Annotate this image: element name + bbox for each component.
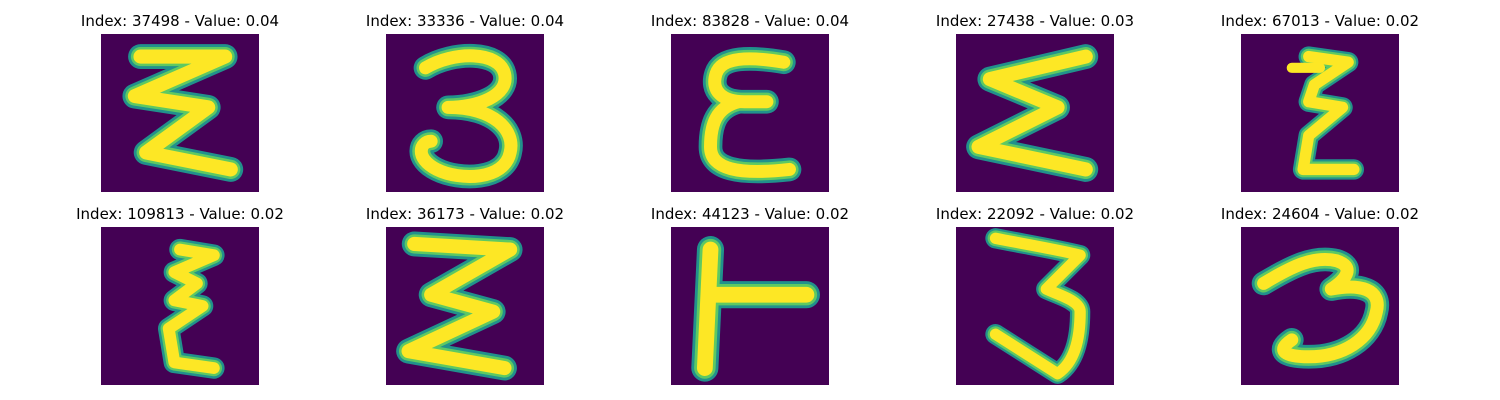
panel-title: Index: 36173 - Value: 0.02: [365, 205, 565, 223]
panel-title: Index: 37498 - Value: 0.04: [80, 12, 280, 30]
digit-image: [671, 227, 829, 385]
panel-title: Index: 27438 - Value: 0.03: [935, 12, 1135, 30]
digit-image: [671, 34, 829, 192]
digit-image: [101, 227, 259, 385]
panel-title: Index: 109813 - Value: 0.02: [76, 205, 284, 223]
digit-image: [1241, 227, 1399, 385]
panel-title: Index: 67013 - Value: 0.02: [1220, 12, 1420, 30]
panel-title: Index: 24604 - Value: 0.02: [1220, 205, 1420, 223]
panel-1: Index: 33336 - Value: 0.04: [345, 12, 585, 192]
panel-3: Index: 27438 - Value: 0.03: [915, 12, 1155, 192]
digit-image: [1241, 34, 1399, 192]
digit-image: [956, 227, 1114, 385]
panel-9: Index: 24604 - Value: 0.02: [1200, 205, 1440, 385]
digit-image: [101, 34, 259, 192]
panel-6: Index: 36173 - Value: 0.02: [345, 205, 585, 385]
panel-4: Index: 67013 - Value: 0.02: [1200, 12, 1440, 192]
digit-image: [386, 227, 544, 385]
panel-5: Index: 109813 - Value: 0.02: [60, 205, 300, 385]
panel-title: Index: 22092 - Value: 0.02: [935, 205, 1135, 223]
digit-image: [386, 34, 544, 192]
digit-image: [956, 34, 1114, 192]
panel-7: Index: 44123 - Value: 0.02: [630, 205, 870, 385]
panel-8: Index: 22092 - Value: 0.02: [915, 205, 1155, 385]
panel-2: Index: 83828 - Value: 0.04: [630, 12, 870, 192]
panel-title: Index: 33336 - Value: 0.04: [365, 12, 565, 30]
panel-title: Index: 44123 - Value: 0.02: [650, 205, 850, 223]
panel-title: Index: 83828 - Value: 0.04: [650, 12, 850, 30]
panel-0: Index: 37498 - Value: 0.04: [60, 12, 300, 192]
